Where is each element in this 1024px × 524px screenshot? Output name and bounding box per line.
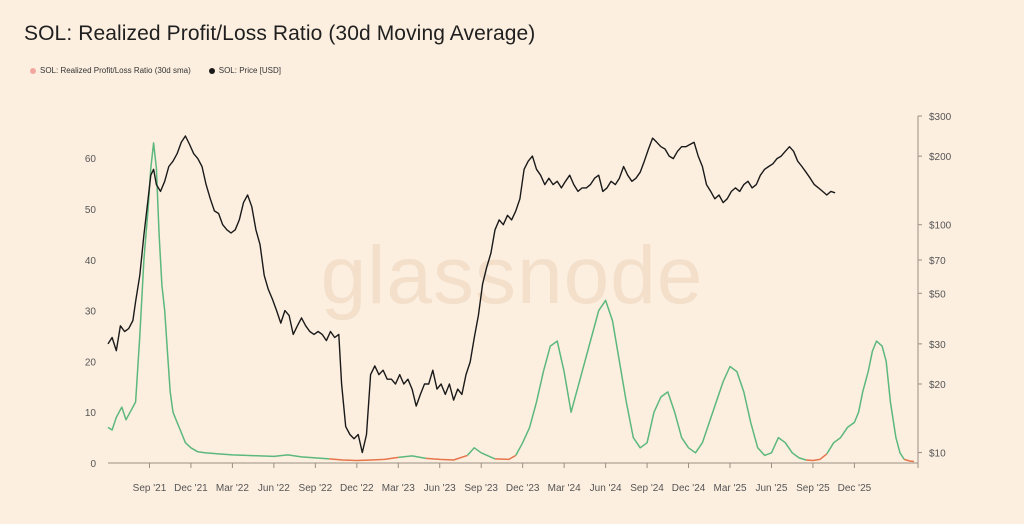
- y-left-tick-label: 0: [90, 459, 96, 470]
- legend-label-ratio: SOL: Realized Profit/Loss Ratio (30d sma…: [40, 66, 191, 75]
- x-tick-label: Dec '21: [174, 483, 208, 494]
- y-right-tick-label: $70: [929, 256, 946, 267]
- legend-dot-price: [208, 67, 215, 74]
- y-right-tick-label: $20: [929, 380, 946, 391]
- ratio-series-segment: [425, 454, 468, 461]
- axes-group: 0 10 20 30 40 50 60 $10 $20 $30 $50 $70 $100 $200 $300…: [85, 112, 952, 494]
- x-tick-label: Sep '24: [630, 483, 664, 494]
- legend-label-price: SOL: Price [USD]: [218, 66, 281, 75]
- x-tick-label: Sep '22: [299, 483, 333, 494]
- y-left-tick-label: 60: [85, 154, 97, 165]
- ratio-series-segment: [107, 142, 330, 460]
- x-tick-label: Jun '25: [756, 483, 788, 494]
- x-tick-label: Mar '25: [713, 483, 746, 494]
- y-right-tick-label: $100: [929, 221, 952, 232]
- x-tick-label: Mar '24: [548, 483, 581, 494]
- y-right-tick-label: $200: [929, 152, 952, 163]
- x-tick-label: Sep '25: [796, 483, 830, 494]
- ratio-series-segment: [329, 456, 399, 462]
- ratio-series-segment: [494, 454, 517, 461]
- y-right-tick-label: $10: [929, 449, 946, 460]
- y-right-tick-label: $30: [929, 340, 946, 351]
- watermark-text: glassnode: [321, 230, 704, 321]
- legend-item-ratio[interactable]: SOL: Realized Profit/Loss Ratio (30d sma…: [30, 66, 191, 75]
- y-left-tick-label: 50: [85, 205, 97, 216]
- x-tick-label: Jun '22: [258, 483, 290, 494]
- legend-item-price[interactable]: SOL: Price [USD]: [208, 66, 281, 75]
- ratio-series-segment: [826, 340, 905, 460]
- x-tick-label: Sep '23: [464, 483, 498, 494]
- legend-dot-ratio: [30, 67, 36, 74]
- y-left-tick-label: 20: [85, 357, 97, 368]
- x-tick-label: Dec '24: [672, 483, 706, 494]
- x-tick-label: Jun '24: [590, 483, 622, 494]
- y-right-tick-label: $50: [929, 289, 946, 300]
- x-tick-label: Mar '23: [382, 483, 415, 494]
- y-left-tick-label: 10: [85, 408, 97, 419]
- ratio-series-segment: [903, 458, 914, 463]
- ratio-series-segment: [466, 447, 496, 460]
- chart-title: SOL: Realized Profit/Loss Ratio (30d Mov…: [24, 22, 536, 45]
- series-group: [107, 135, 914, 463]
- x-tick-label: Dec '25: [838, 483, 872, 494]
- x-tick-label: Dec '23: [506, 483, 540, 494]
- ratio-series-segment: [398, 455, 427, 460]
- y-left-tick-label: 40: [85, 256, 97, 267]
- ratio-series-segment: [515, 299, 807, 461]
- y-left-tick-label: 30: [85, 307, 97, 318]
- legend: SOL: Realized Profit/Loss Ratio (30d sma…: [30, 66, 281, 75]
- x-tick-label: Dec '22: [340, 483, 374, 494]
- y-right-tick-label: $300: [929, 112, 952, 123]
- x-tick-label: Sep '21: [133, 483, 167, 494]
- x-tick-label: Jun '23: [424, 483, 456, 494]
- x-tick-label: Mar '22: [216, 483, 249, 494]
- price-series-line: [107, 135, 836, 454]
- ratio-series-segment: [805, 453, 828, 462]
